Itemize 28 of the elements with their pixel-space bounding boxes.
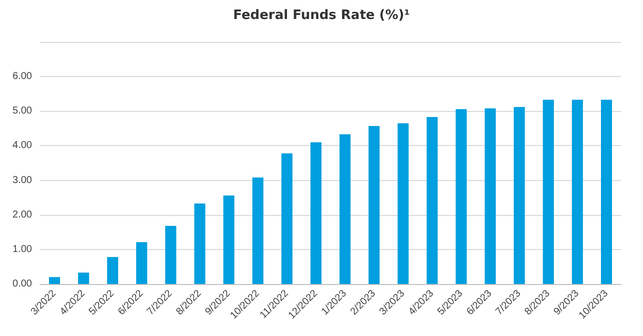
bar: [49, 277, 60, 284]
y-tick-label: 0.00: [12, 278, 32, 290]
bar: [194, 203, 206, 284]
bar: [281, 153, 292, 284]
y-tick-label: 6.00: [12, 71, 32, 82]
bar: [340, 134, 351, 284]
bar: [310, 142, 322, 284]
bar: [368, 126, 380, 284]
bar: [398, 123, 409, 284]
chart-title: Federal Funds Rate (%)¹: [233, 8, 410, 23]
y-tick-label: 2.00: [12, 209, 32, 220]
bar: [426, 117, 438, 284]
bar: [252, 178, 264, 284]
y-tick-label: 4.00: [12, 140, 32, 152]
bar: [572, 100, 583, 284]
y-tick-label: 5.00: [12, 106, 32, 117]
bar: [223, 195, 234, 284]
bar: [165, 226, 176, 284]
bar: [107, 257, 118, 284]
bar: [514, 106, 525, 284]
y-tick-label: 3.00: [12, 174, 32, 186]
bar: [600, 100, 612, 284]
bar: [136, 242, 148, 284]
bar: [542, 100, 554, 284]
bar: [456, 109, 467, 284]
y-tick-label: 1.00: [12, 244, 32, 255]
bar: [78, 272, 90, 284]
bar: [484, 108, 496, 284]
